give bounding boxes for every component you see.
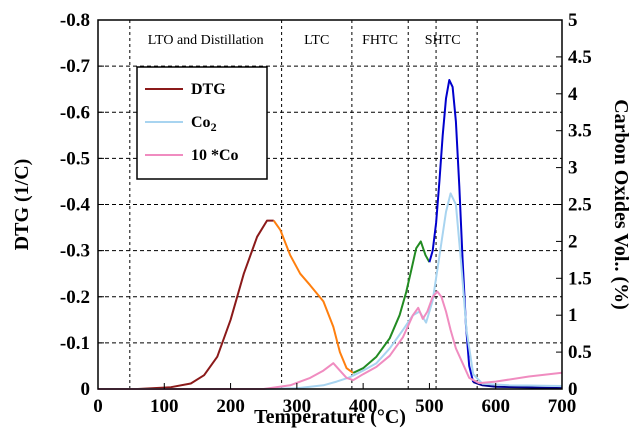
series-line-dtg (352, 240, 431, 374)
y-axis-title: DTG (1/C) (11, 159, 33, 251)
y-axis-ticks: 0 -0.1 -0.2 -0.3 -0.4 -0.5 -0.6 -0.7 -0.8 (60, 10, 104, 400)
series-line-dtg (98, 219, 274, 390)
y2-tick-label: 2.5 (568, 195, 592, 216)
legend-label: Co2 (191, 114, 217, 134)
y2-tick-label: 5 (568, 10, 578, 31)
y-tick-label: -0.4 (60, 195, 91, 216)
y2-axis-ticks: 0 0.5 1 1.5 2 2.5 3 3.5 4 4.5 5 (556, 10, 592, 400)
y2-tick-label: 3 (568, 158, 578, 179)
region-label: FHTC (362, 33, 398, 48)
y2-tick-label: 4.5 (568, 47, 592, 68)
x-tick-label: 700 (548, 396, 577, 417)
series-lines (98, 79, 563, 390)
legend-label: DTG (191, 81, 226, 98)
x-axis-title: Temperature (°C) (254, 406, 406, 428)
y2-tick-label: 0.5 (568, 342, 592, 363)
region-label: SHTC (425, 33, 461, 48)
x-tick-label: 300 (283, 396, 312, 417)
y2-tick-label: 1.5 (568, 268, 592, 289)
region-label: LTO and Distillation (148, 33, 264, 48)
series-line-co2 (98, 192, 563, 390)
x-tick-label: 200 (216, 396, 245, 417)
legend: DTG Co2 10 *Co (136, 66, 268, 180)
region-dividers: LTO and Distillation LTC FHTC SHTC (129, 20, 478, 389)
y2-tick-label: 2 (568, 231, 578, 252)
x-tick-label: 600 (481, 396, 510, 417)
y2-tick-label: 0 (568, 379, 578, 400)
y2-axis-title: Carbon Oxides Vol.. (%) (610, 99, 632, 310)
y2-tick-label: 4 (568, 84, 578, 105)
legend-subscript: 2 (211, 120, 217, 134)
y-tick-label: -0.3 (60, 241, 90, 262)
y-tick-label: -0.1 (60, 333, 90, 354)
legend-label: 10 *Co (191, 147, 239, 164)
x-axis-ticks: 0 100 200 300 400 500 600 700 (93, 383, 576, 417)
y-tick-label: -0.8 (60, 10, 90, 31)
x-tick-label: 0 (93, 396, 103, 417)
x-tick-label: 500 (415, 396, 444, 417)
series-line-dtg (272, 220, 354, 374)
y-tick-label: 0 (81, 379, 91, 400)
y-tick-label: -0.6 (60, 102, 90, 123)
y-tick-label: -0.2 (60, 287, 90, 308)
y2-tick-label: 1 (568, 305, 578, 326)
y2-tick-label: 3.5 (568, 121, 592, 142)
x-tick-label: 400 (349, 396, 378, 417)
x-tick-label: 100 (150, 396, 179, 417)
series-line-10-co (98, 290, 563, 390)
y-tick-label: -0.7 (60, 56, 91, 77)
y-tick-label: -0.5 (60, 148, 90, 169)
region-label: LTC (304, 33, 329, 48)
series-line-dtg (472, 381, 563, 390)
